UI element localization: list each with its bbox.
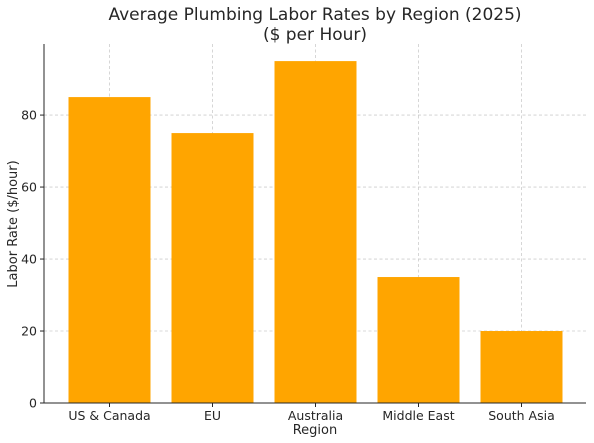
x-tick-label: US & Canada bbox=[68, 408, 150, 423]
bar bbox=[171, 133, 254, 403]
chart-subtitle: ($ per Hour) bbox=[263, 25, 367, 45]
y-tick-label: 0 bbox=[29, 396, 37, 411]
x-ticks: US & Canada EU Australia Middle East South A… bbox=[68, 403, 555, 423]
bar bbox=[480, 331, 563, 403]
y-axis-label: Labor Rate ($/hour) bbox=[6, 160, 21, 287]
x-tick-label: Middle East bbox=[382, 408, 454, 423]
bar bbox=[274, 61, 357, 403]
x-axis-label: Region bbox=[293, 423, 338, 438]
y-tick-label: 40 bbox=[21, 252, 37, 267]
bar bbox=[68, 97, 151, 404]
x-tick-label: Australia bbox=[288, 408, 343, 423]
bars bbox=[68, 61, 563, 404]
chart-title: Average Plumbing Labor Rates by Region (… bbox=[108, 5, 521, 25]
x-tick-label: EU bbox=[204, 408, 221, 423]
bar bbox=[377, 277, 460, 403]
y-tick-label: 80 bbox=[21, 108, 37, 123]
x-tick-label: South Asia bbox=[488, 408, 555, 423]
y-tick-label: 20 bbox=[21, 324, 37, 339]
y-ticks: 0 20 40 60 80 bbox=[21, 108, 44, 411]
y-tick-label: 60 bbox=[21, 180, 37, 195]
